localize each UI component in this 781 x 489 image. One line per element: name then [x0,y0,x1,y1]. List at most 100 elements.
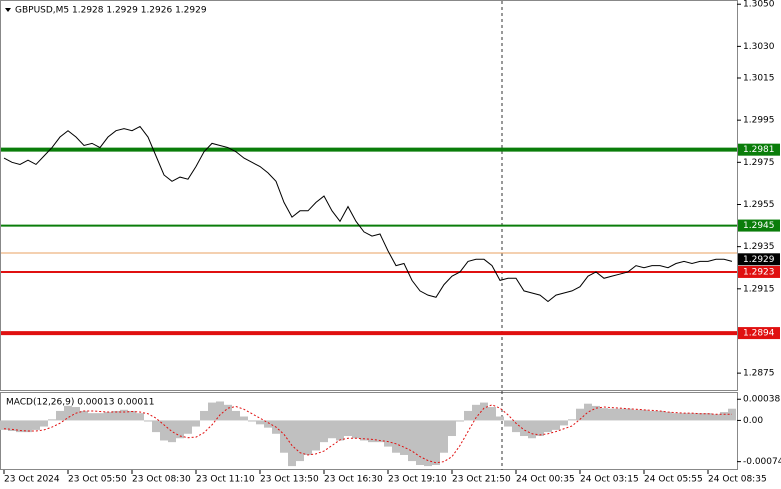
y-tick-label: 1.2995 [743,116,775,126]
macd-bar [240,416,248,421]
macd-bar [280,420,288,453]
macd-bar [680,413,688,421]
macd-bar [424,420,432,467]
macd-bar [720,412,728,421]
macd-bar [464,410,472,421]
x-tick-label: 24 Oct 03:15 [580,475,639,485]
macd-bar [296,420,304,462]
macd-bar [80,410,88,421]
macd-bar [544,420,552,433]
level-tag [738,143,780,156]
macd-bar [552,420,560,430]
level-tag [738,265,780,278]
macd-bar [352,420,360,439]
macd-bar [480,402,488,421]
macd-bar [400,420,408,455]
macd-bar [704,413,712,421]
x-tick-label: 23 Oct 21:50 [452,475,511,485]
y-tick-label: 1.2875 [743,369,775,379]
y-tick-label: 1.3050 [743,0,775,10]
x-tick-label: 23 Oct 16:30 [324,475,383,485]
macd-bar [312,420,320,451]
macd-bar [248,420,256,422]
macd-bar [232,410,240,421]
macd-bar [48,419,56,421]
y-tick-label: 0.00038 [743,395,780,405]
macd-bar [304,420,312,455]
x-tick-label: 24 Oct 00:35 [516,475,575,485]
x-tick-label: 24 Oct 08:35 [708,475,767,485]
x-tick-label: 23 Oct 05:50 [68,475,127,485]
macd-bar [568,419,576,421]
macd-bar [712,414,720,421]
macd-bar [360,420,368,441]
macd-bar [264,420,272,428]
macd-title: MACD(12,26,9) 0.00013 0.00011 [6,398,155,408]
level-label: 1.2894 [743,329,775,339]
macd-bar [368,420,376,443]
signal-line [3,404,732,464]
chart-title: GBPUSD,M5 1.2928 1.2929 1.2926 1.2929 [15,6,207,16]
macd-bar [320,420,328,443]
macd-bar [328,420,336,439]
macd-bar [560,420,568,426]
level-label: 1.2981 [743,145,775,155]
macd-bar [472,404,480,421]
macd-bar [224,404,232,421]
y-tick-label: 1.2975 [743,158,775,168]
x-tick-label: 23 Oct 2024 [4,475,60,485]
x-tick-label: 23 Oct 19:10 [388,475,447,485]
macd-bar [184,420,192,434]
macd-bar [160,420,168,441]
macd-bar [112,410,120,421]
macd-bar [176,420,184,439]
macd-bar [576,408,584,421]
macd-bar [120,409,128,421]
macd-bar [192,420,200,427]
y-tick-label: 1.2955 [743,200,775,210]
macd-bar [208,402,216,421]
current-price-label: 1.2929 [743,255,775,265]
macd-bar [216,401,224,421]
macd-bar [664,412,672,421]
macd-bar [40,420,48,427]
macd-bar [456,420,464,422]
macd-bar [632,409,640,421]
level-tag [738,327,780,340]
macd-bar [376,420,384,443]
macd-bar [440,420,448,453]
macd-bar [200,410,208,421]
price-panel [0,0,738,391]
macd-bar [256,420,264,425]
macd-bar [64,405,72,421]
macd-bar [584,403,592,421]
macd-bar [336,420,344,441]
macd-bar [104,412,112,421]
macd-bar [696,413,704,421]
macd-bar [0,420,8,430]
macd-bar [608,408,616,421]
y-tick-label: 1.3015 [743,74,775,84]
macd-bar [96,413,104,421]
macd-bar [592,405,600,421]
macd-bar [32,420,40,430]
macd-bar [288,420,296,467]
macd-bar [496,416,504,421]
macd-bar [88,413,96,421]
macd-bar [600,408,608,421]
level-label: 1.2923 [743,267,775,277]
macd-bar [640,409,648,421]
current-price-tag [738,253,780,266]
macd-bar [624,408,632,421]
macd-bar [56,410,64,421]
x-tick-label: 23 Oct 13:50 [260,475,319,485]
y-tick-label: 1.2935 [743,242,775,252]
macd-bar [392,420,400,453]
macd-bar [656,410,664,421]
price-line [3,125,733,303]
macd-bar [8,420,16,431]
macd-bar [536,420,544,437]
macd-bar [152,420,160,433]
macd-bar [648,410,656,421]
